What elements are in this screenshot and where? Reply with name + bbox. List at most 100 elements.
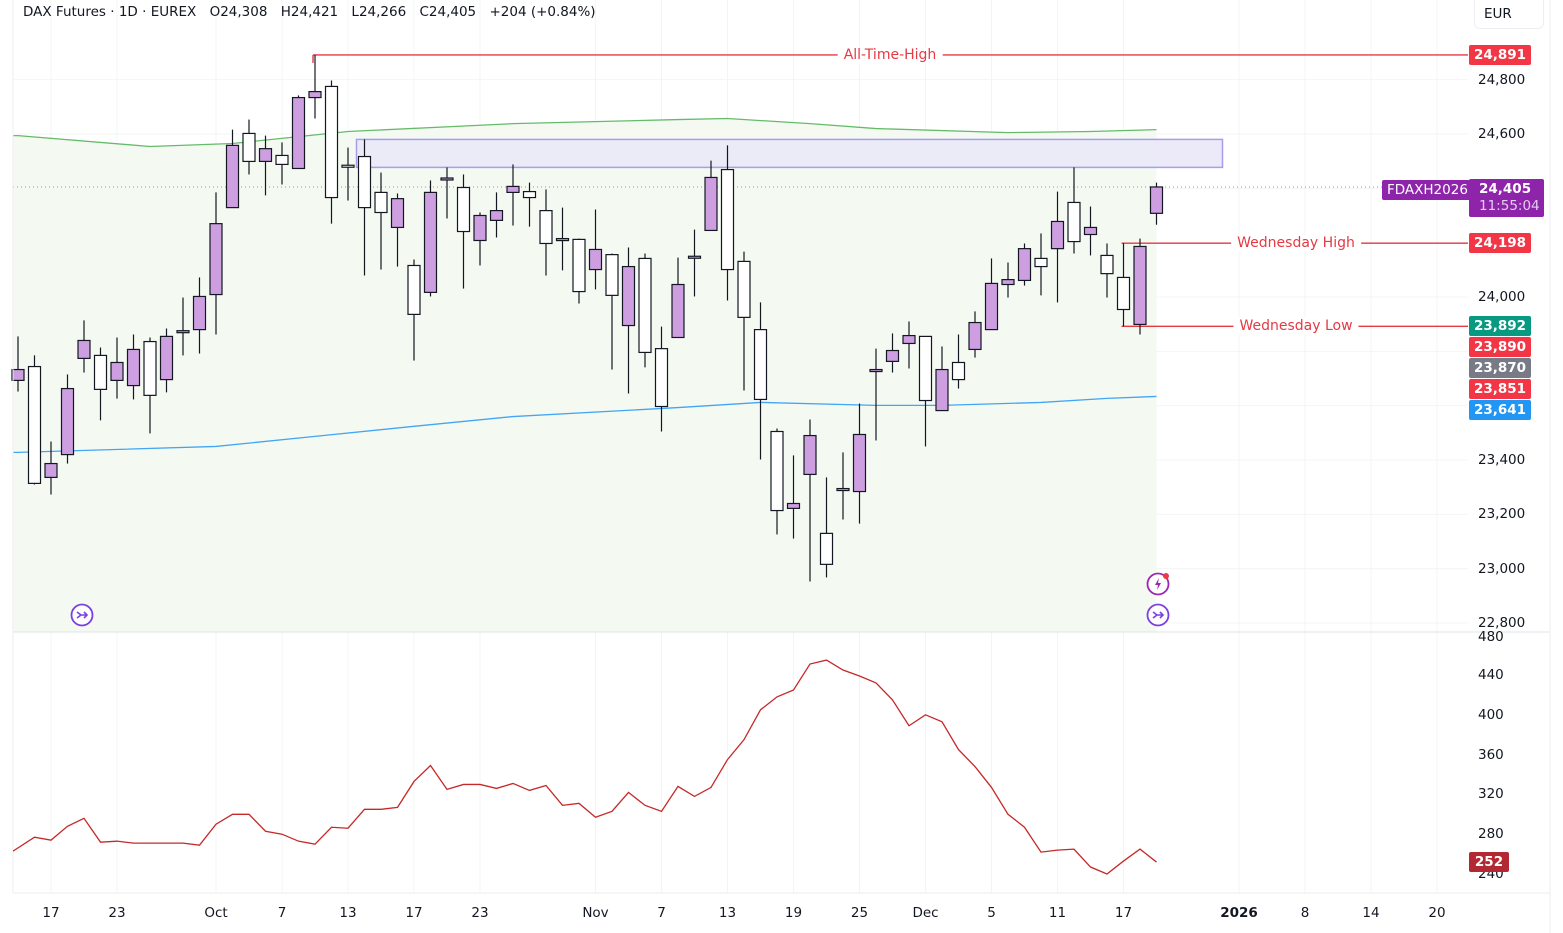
candle-body [951,361,966,381]
time-axis-label: Oct [204,905,228,921]
candle-body [803,434,817,476]
legend-change: +204 (+0.84%) [489,4,596,20]
candle [192,277,207,354]
candle-body [687,255,702,259]
candle-body [489,209,504,221]
time-axis-label: 5 [987,905,996,921]
price-axis-label: 23,200 [1478,506,1526,523]
indicator-axis-label: 440 [1478,667,1504,683]
price-badge: 23,890 [1469,337,1531,358]
price-badge: 23,641 [1469,400,1531,421]
candle-body [836,487,850,492]
price-badge: 23,870 [1469,358,1531,379]
candle [44,441,58,495]
time-axis-label: 17 [42,905,60,921]
time-axis-label: 13 [718,905,737,921]
candle [1116,243,1131,327]
time-axis-label: 13 [339,905,357,921]
time-axis-label: 23 [471,905,489,921]
indicator-line [12,659,1157,875]
candle [341,147,355,201]
candle [654,326,669,432]
candle-body [852,433,867,493]
candle-body [720,168,735,271]
candle [357,139,372,276]
candle [1083,206,1098,256]
price-axis-label: 24,800 [1478,71,1526,88]
symbol-legend[interactable]: DAX Futures · 1D · EUREX O24,308 H24,421… [23,4,605,20]
candle [11,336,25,392]
candle [60,374,75,464]
candle [126,334,141,400]
time-axis-label: 17 [405,905,423,921]
candle-body [27,365,42,484]
arrow-circle-icon[interactable] [70,603,94,627]
candle-body [621,265,636,327]
candle-body [654,348,669,408]
currency-button[interactable]: EUR [1474,0,1544,29]
candle [555,207,570,271]
time-axis-label: 7 [657,905,666,921]
candle [1100,243,1114,298]
symbol-badge: FDAXH2026 [1382,180,1473,200]
candle-body [770,430,784,512]
candle [291,95,306,170]
candle [143,337,157,434]
candle-body [902,334,916,345]
candle [951,334,966,389]
candle-body [110,361,124,382]
candle [110,337,124,399]
band-fill-area [13,118,1157,632]
level-label: Wednesday High [1231,235,1361,252]
candle [1050,191,1065,303]
candle-body [77,339,91,360]
candle-body [242,132,256,163]
candle [258,135,273,196]
candle [968,311,982,358]
legend-open: O24,308 [209,4,268,20]
candle-body [1116,276,1131,311]
candle [308,54,322,119]
lightning-alert-icon[interactable] [1146,572,1170,596]
candle-body [786,502,801,509]
candle-body [572,238,586,293]
time-axis-label: Nov [582,905,609,921]
time-axis-label: 2026 [1220,905,1258,921]
bar-countdown: 11:55:04 [1479,198,1540,214]
candle [588,209,603,290]
arrow-circle-icon[interactable] [1146,603,1170,627]
candle [77,320,91,373]
candle-body [291,96,306,170]
candle [885,333,900,373]
candle-body [819,532,834,565]
candle [621,247,636,394]
level-label: All-Time-High [837,46,943,63]
candle [803,419,817,582]
supply-zone-rectangle[interactable] [355,138,1224,169]
candle [1001,262,1015,298]
legend-title: DAX Futures · 1D · EUREX [23,4,197,20]
candle [93,347,108,421]
candle-body [44,462,58,479]
candle [225,129,240,209]
candle-body [407,264,421,315]
lower-band-line [13,395,1157,454]
candle-body [984,282,999,331]
candle-body [341,164,355,168]
candle-body [539,209,553,245]
candle-body [1034,257,1048,268]
candle [275,142,289,185]
time-axis-label: 14 [1362,905,1380,921]
candle-body [935,368,949,412]
candle [176,297,190,356]
price-badge: 23,851 [1469,379,1531,400]
candle-body [192,295,207,331]
time-axis-label: Dec [912,905,939,921]
candle-body [968,321,982,351]
candle [1017,243,1032,286]
candle [902,321,916,369]
candle [1067,167,1081,254]
time-axis-label: 23 [108,905,126,921]
candle-body [258,148,273,163]
